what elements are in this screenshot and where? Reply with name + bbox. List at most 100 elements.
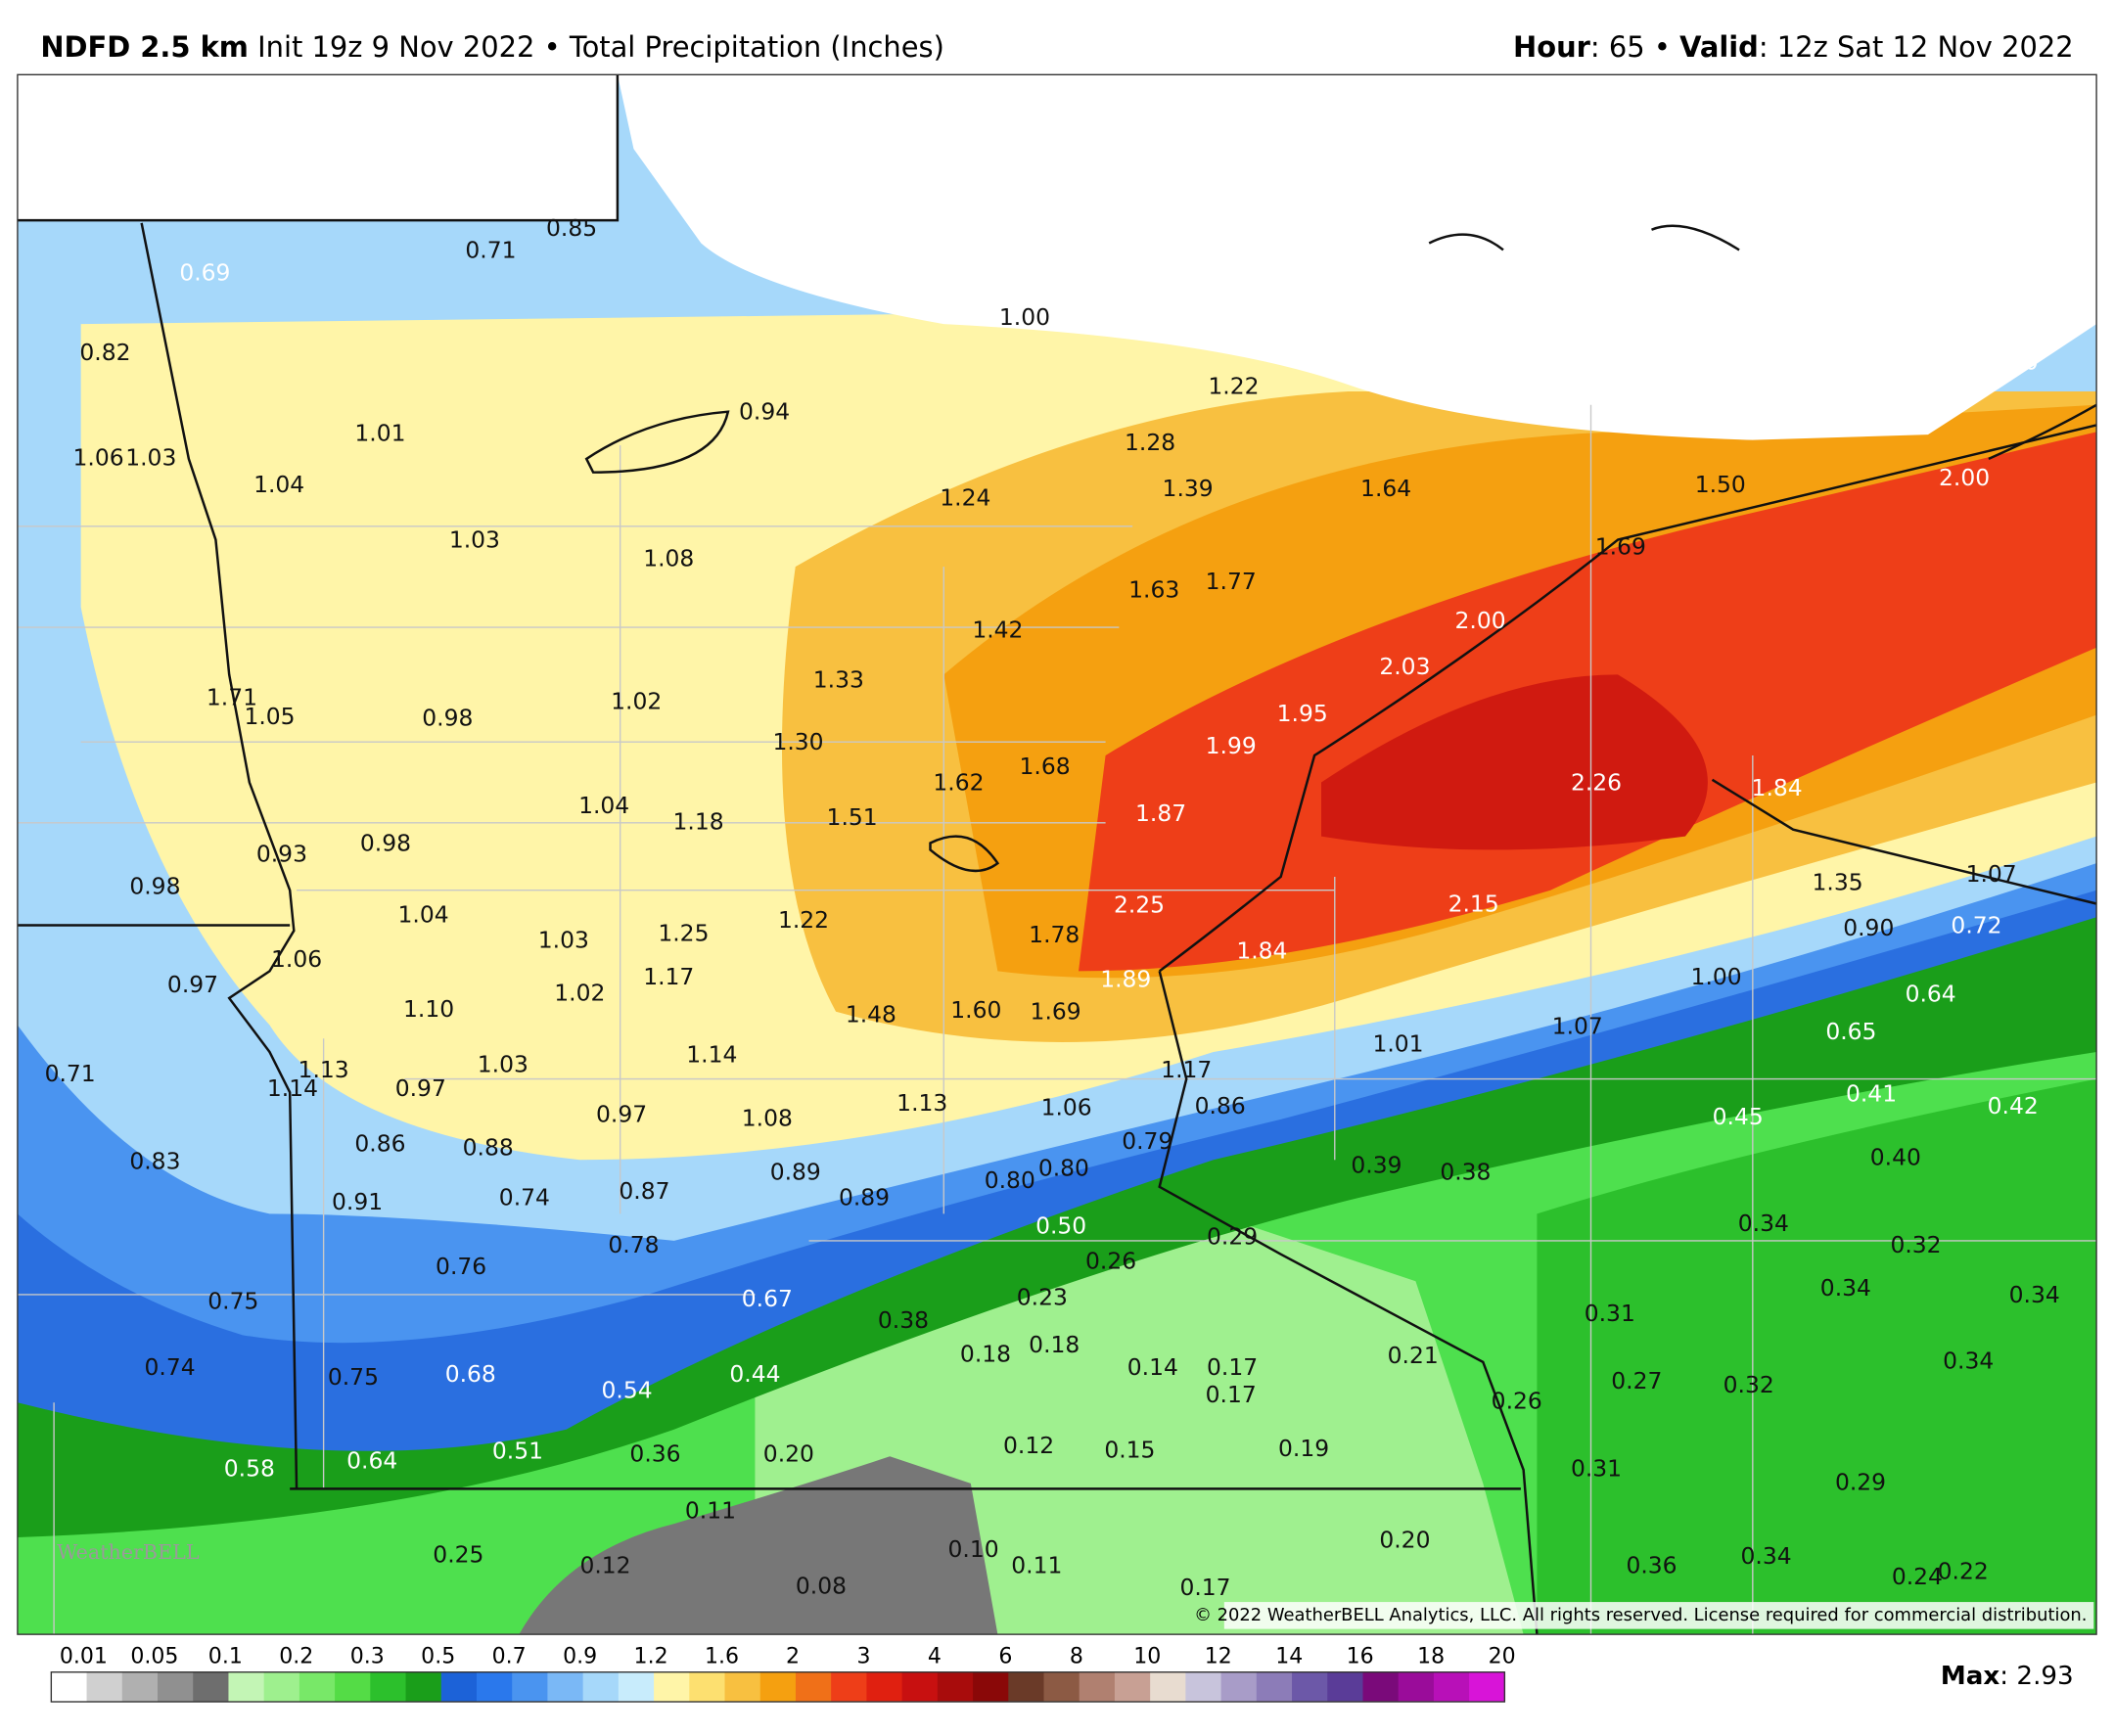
legend-swatch — [158, 1671, 194, 1703]
legend-level: 0.5 — [421, 1645, 455, 1669]
precip-label: 0.72 — [1951, 911, 2001, 938]
precip-label: 1.30 — [772, 728, 823, 755]
legend-swatch — [1398, 1671, 1435, 1703]
precip-label: 0.97 — [167, 971, 218, 998]
legend-swatch — [795, 1671, 832, 1703]
legend-swatch — [1150, 1671, 1187, 1703]
precip-label: 0.45 — [1713, 1103, 1764, 1130]
precip-label: 1.01 — [354, 420, 405, 447]
precip-label: 0.91 — [332, 1188, 383, 1215]
legend-swatch — [370, 1671, 407, 1703]
legend-swatch — [228, 1671, 265, 1703]
precip-label: 0.54 — [601, 1377, 652, 1404]
legend-swatch — [263, 1671, 300, 1703]
legend-swatch — [1079, 1671, 1116, 1703]
legend-level: 3 — [856, 1645, 870, 1669]
legend-level: 14 — [1275, 1645, 1303, 1669]
precip-label: 2.15 — [1448, 890, 1499, 917]
precip-label: 1.50 — [1988, 348, 2039, 376]
legend-level: 1.6 — [705, 1645, 739, 1669]
legend-swatch — [1220, 1671, 1258, 1703]
precip-label: 2.03 — [1379, 653, 1430, 680]
precip-label: 0.32 — [1890, 1231, 1941, 1258]
precip-label: 1.25 — [658, 920, 709, 947]
precip-label: 1.00 — [999, 303, 1050, 331]
legend-swatch — [86, 1671, 123, 1703]
precip-label: 1.71 — [207, 684, 257, 711]
precip-label: 0.31 — [1571, 1455, 1622, 1483]
legend-swatch — [121, 1671, 159, 1703]
precip-label: 1.62 — [933, 768, 984, 796]
legend-swatch — [51, 1671, 88, 1703]
precip-label: 1.22 — [778, 906, 829, 934]
precip-label: 1.39 — [1163, 475, 1214, 502]
precip-label: 0.11 — [685, 1496, 736, 1524]
precip-label: 2.00 — [1454, 607, 1505, 634]
precip-label: 0.29 — [1835, 1468, 1886, 1495]
precip-label: 0.26 — [1085, 1247, 1136, 1274]
precip-label: 1.50 — [1695, 471, 1746, 498]
header-value: : 65 • — [1590, 30, 1679, 64]
colorbar-frame — [50, 1671, 1506, 1703]
precip-label: 0.24 — [1892, 1563, 1943, 1590]
precip-label: 0.25 — [433, 1541, 483, 1569]
precip-label: 0.17 — [1206, 1381, 1257, 1408]
precip-label: 1.13 — [896, 1089, 947, 1117]
map-frame — [17, 73, 2097, 1635]
precip-label: 0.22 — [1938, 1557, 1989, 1584]
precip-label: 0.74 — [499, 1184, 550, 1211]
precip-label: 1.07 — [1552, 1013, 1603, 1040]
precip-label: 0.36 — [1626, 1552, 1677, 1579]
precip-label: 1.04 — [253, 471, 304, 498]
precip-label: 0.42 — [1988, 1092, 2039, 1119]
legend-level: 4 — [928, 1645, 942, 1669]
legend-swatch — [759, 1671, 797, 1703]
legend-swatch — [440, 1671, 478, 1703]
precip-label: 0.98 — [129, 872, 180, 899]
header-description: Init 19z 9 Nov 2022 • Total Precipitatio… — [249, 30, 944, 64]
precip-label: 0.20 — [763, 1439, 814, 1467]
precip-label: 1.02 — [554, 979, 605, 1006]
precip-label: 0.94 — [739, 398, 790, 426]
precip-label: 0.19 — [1278, 1435, 1329, 1462]
precip-label: 2.25 — [1114, 891, 1165, 919]
precip-label: 1.03 — [538, 927, 589, 954]
copyright: © 2022 WeatherBELL Analytics, LLC. All r… — [1194, 1605, 2087, 1625]
legend-level: 6 — [998, 1645, 1012, 1669]
precip-label: 1.78 — [1029, 921, 1080, 948]
legend-level: 0.2 — [279, 1645, 313, 1669]
precip-label: 0.40 — [1870, 1143, 1921, 1170]
legend-level: 1.2 — [634, 1645, 668, 1669]
precip-label: 0.89 — [770, 1159, 821, 1186]
precip-label: 0.86 — [1195, 1092, 1246, 1119]
precip-label: 0.78 — [608, 1231, 659, 1258]
precip-label: 1.84 — [1236, 937, 1287, 965]
precip-label: 0.34 — [2009, 1281, 2060, 1308]
legend-swatch — [654, 1671, 690, 1703]
precip-label: 0.31 — [1585, 1300, 1635, 1327]
precip-label: 1.14 — [686, 1041, 737, 1069]
precip-label: 1.14 — [267, 1074, 318, 1102]
precip-label: 0.69 — [179, 259, 230, 287]
shade-green-east — [1537, 1078, 2097, 1635]
legend-swatch — [335, 1671, 372, 1703]
precip-label: 0.98 — [360, 829, 411, 856]
legend-swatch — [1469, 1671, 1506, 1703]
precip-label: 0.64 — [1906, 981, 1956, 1008]
legend-swatch — [689, 1671, 726, 1703]
precip-label: 0.17 — [1179, 1574, 1230, 1601]
legend-swatch — [937, 1671, 974, 1703]
max-value: Max: 2.93 — [1941, 1661, 2074, 1690]
shade-red — [1321, 674, 1708, 850]
precip-label: 0.44 — [729, 1360, 780, 1388]
precip-label: 1.77 — [1206, 568, 1257, 595]
legend-swatch — [831, 1671, 868, 1703]
precip-label: 1.60 — [950, 996, 1001, 1024]
precip-label: 1.17 — [643, 963, 694, 990]
precip-label: 1.01 — [1372, 1030, 1423, 1058]
precip-label: 0.75 — [328, 1363, 379, 1391]
precip-label: 0.83 — [129, 1147, 180, 1174]
precip-label: 1.63 — [1128, 575, 1179, 603]
precip-label: 0.87 — [619, 1177, 669, 1205]
